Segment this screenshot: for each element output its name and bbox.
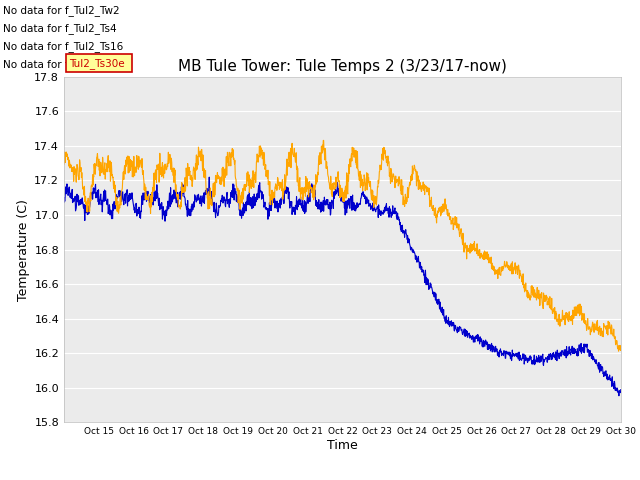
Text: No data for f_Tul2_Ts16: No data for f_Tul2_Ts16	[3, 41, 124, 52]
Tul2_Ts-2	[318, 208, 326, 214]
Tul2_Ts-8	[308, 185, 316, 191]
Tul2_Ts-2	[126, 195, 134, 201]
Tul2_Ts-2	[308, 183, 316, 189]
Title: MB Tule Tower: Tule Temps 2 (3/23/17-now): MB Tule Tower: Tule Temps 2 (3/23/17-now…	[178, 59, 507, 74]
X-axis label: Time: Time	[327, 439, 358, 452]
Line: Tul2_Ts-8: Tul2_Ts-8	[64, 140, 621, 351]
Tul2_Ts-2	[60, 200, 68, 205]
Tul2_Ts-2	[205, 174, 213, 180]
Tul2_Ts-8	[60, 161, 68, 167]
Tul2_Ts-2	[103, 202, 111, 207]
Text: Tul2_Ts30e: Tul2_Ts30e	[69, 58, 125, 69]
Text: No data for f_Tul2_Ts30e: No data for f_Tul2_Ts30e	[3, 60, 130, 71]
Tul2_Ts-2	[297, 194, 305, 200]
Tul2_Ts-2	[617, 387, 625, 393]
Text: No data for f_Tul2_Tw2: No data for f_Tul2_Tw2	[3, 5, 120, 16]
Tul2_Ts-8	[103, 169, 111, 175]
Line: Tul2_Ts-2: Tul2_Ts-2	[64, 177, 621, 396]
Tul2_Ts-8	[126, 159, 134, 165]
Tul2_Ts-8	[318, 150, 326, 156]
Text: No data for f_Tul2_Ts4: No data for f_Tul2_Ts4	[3, 23, 117, 34]
Tul2_Ts-8	[378, 167, 385, 172]
Y-axis label: Temperature (C): Temperature (C)	[17, 199, 30, 300]
Tul2_Ts-8	[320, 137, 328, 143]
Tul2_Ts-8	[615, 348, 623, 354]
Tul2_Ts-2	[378, 208, 385, 214]
Tul2_Ts-8	[296, 188, 304, 194]
Tul2_Ts-2	[615, 393, 623, 399]
Tul2_Ts-8	[617, 345, 625, 351]
